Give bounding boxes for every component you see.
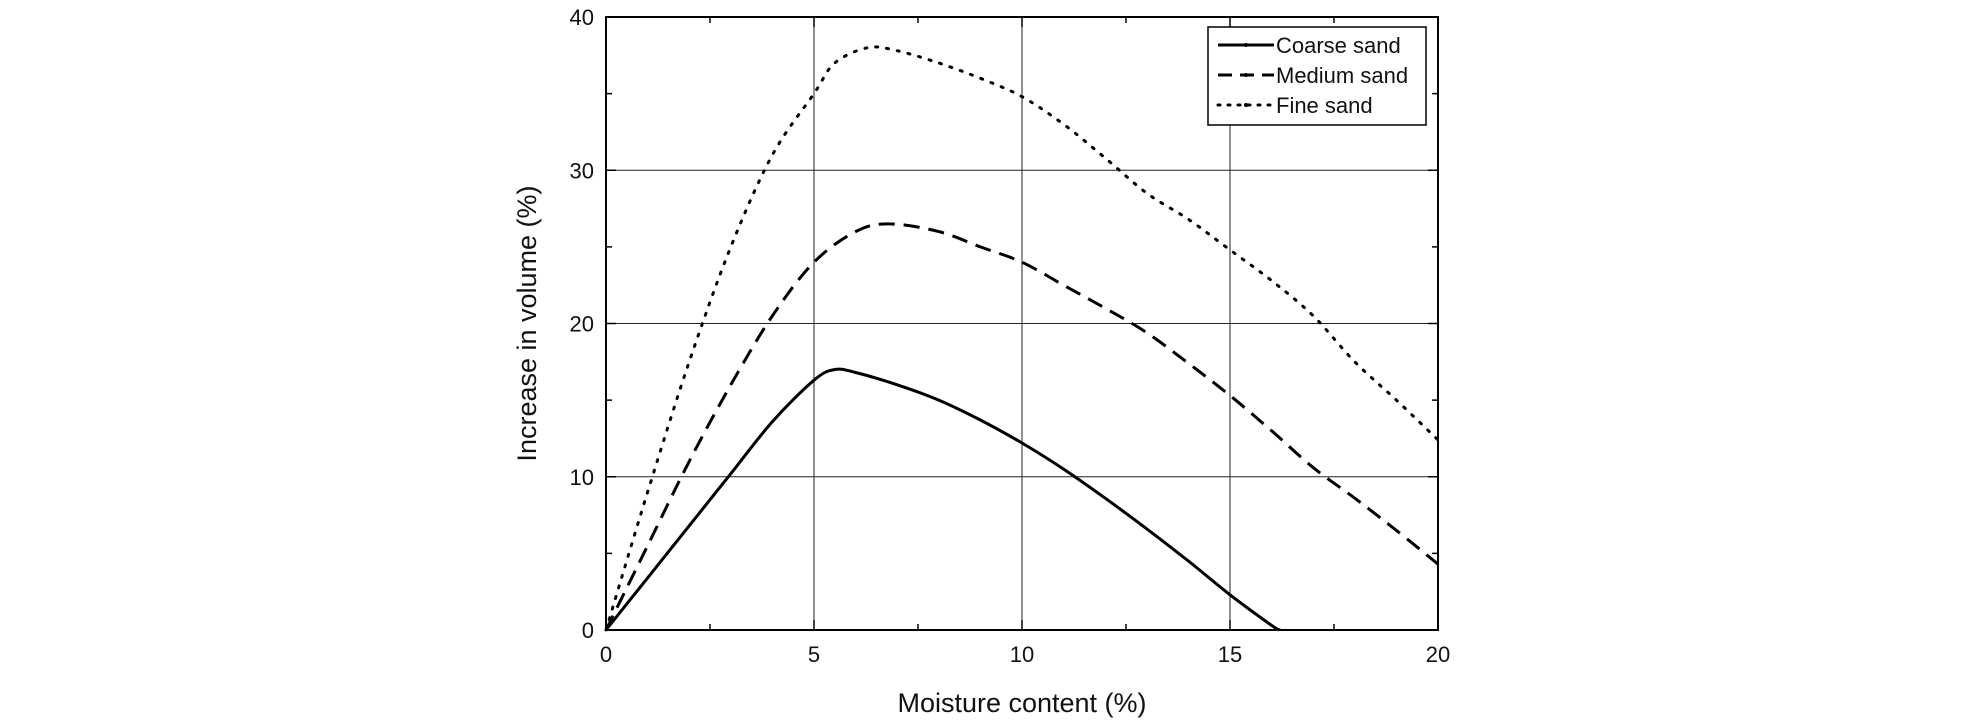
x-tick-label: 10 [1010,642,1034,667]
x-tick-label: 5 [808,642,820,667]
tick-labels: 0 5 10 15 20 0 10 20 30 40 [570,5,1451,667]
y-tick-label: 40 [570,5,594,30]
legend-label: Fine sand [1276,93,1373,118]
legend-label: Medium sand [1276,63,1408,88]
x-tick-label: 0 [600,642,612,667]
y-tick-label: 20 [570,312,594,337]
series-line-medium-sand [604,222,1439,631]
series-lines [604,45,1440,632]
series-line-fine-sand [604,45,1440,632]
y-tick-label: 10 [570,465,594,490]
legend-marker [1244,73,1248,77]
y-axis-title: Increase in volume (%) [512,185,542,461]
x-axis-title: Moisture content (%) [897,688,1146,718]
legend-marker [1244,103,1248,107]
legend: Coarse sand Medium sand Fine sand [1207,26,1427,126]
axis-ticks [605,16,1439,631]
legend-marker [1244,43,1248,47]
x-tick-label: 15 [1218,642,1242,667]
y-tick-label: 0 [582,618,594,643]
legend-label: Coarse sand [1276,33,1401,58]
series-line-coarse-sand [604,367,1281,632]
legend-items: Coarse sand Medium sand Fine sand [1216,33,1408,118]
x-tick-label: 20 [1426,642,1450,667]
y-tick-label: 30 [570,158,594,183]
